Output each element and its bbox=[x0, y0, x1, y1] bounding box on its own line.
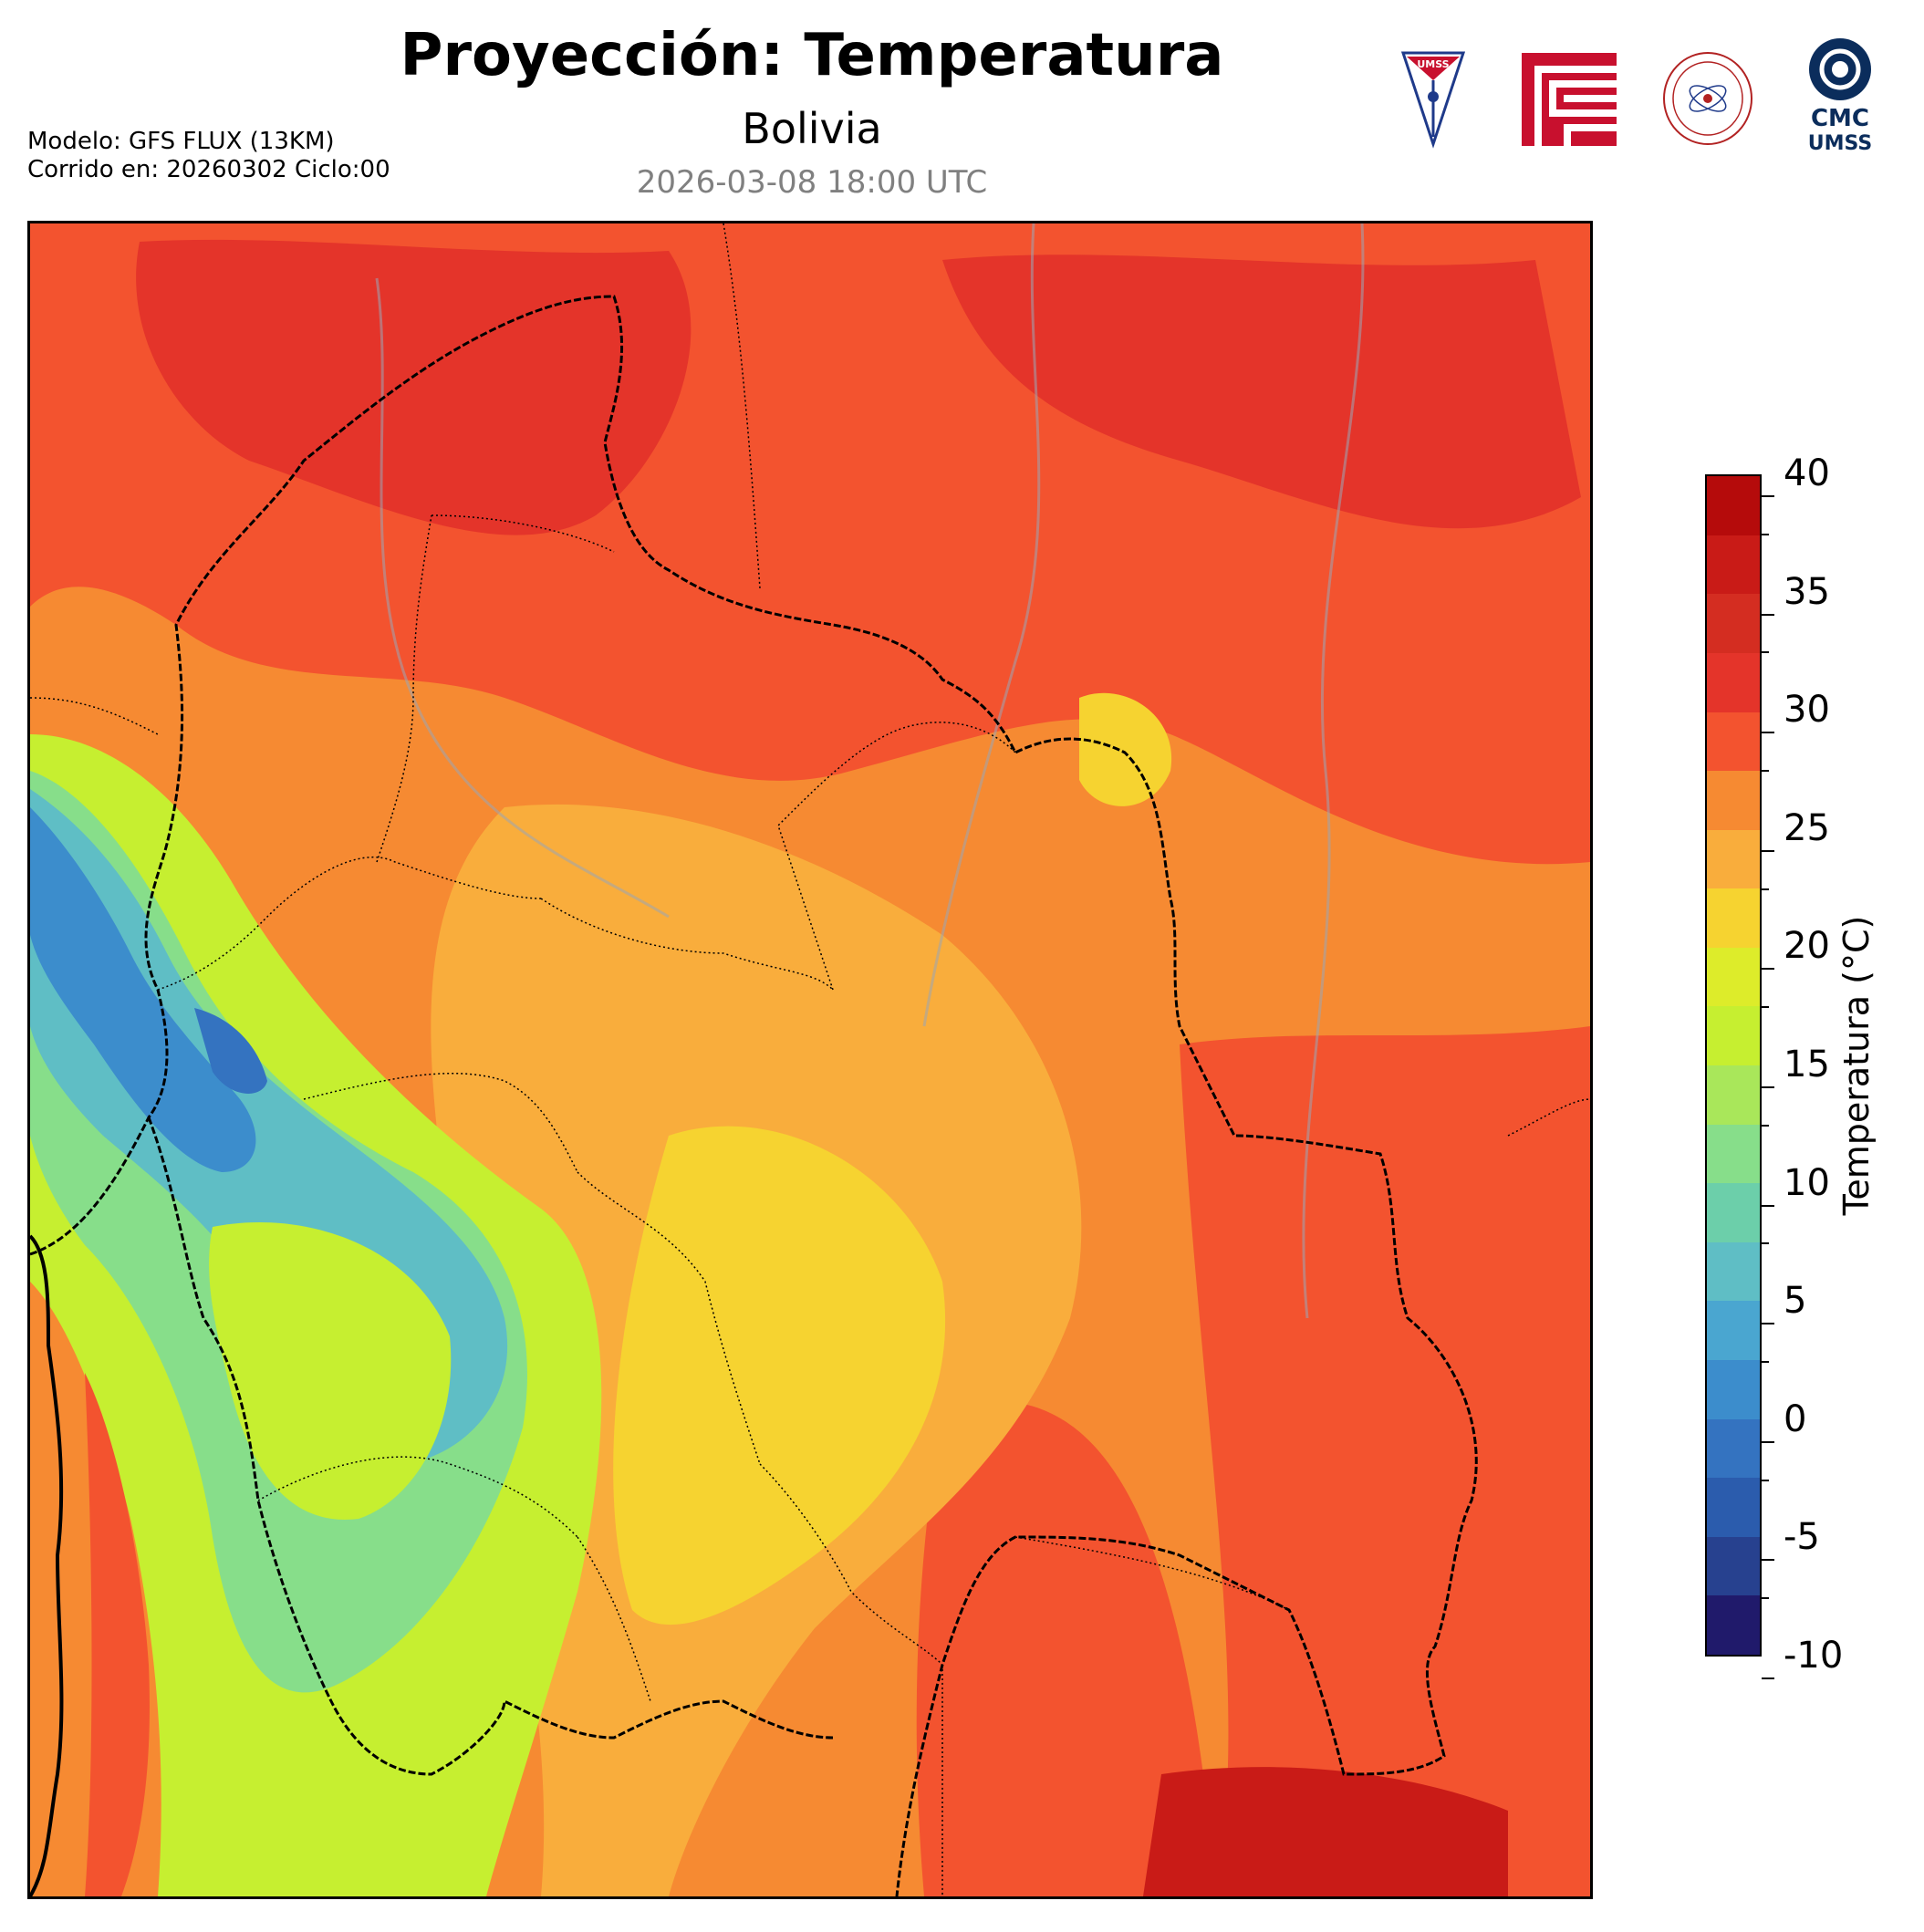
colorbar-segment bbox=[1707, 1536, 1760, 1596]
field-yellow-center bbox=[613, 1126, 946, 1626]
colorbar-minor-tick bbox=[1762, 770, 1769, 772]
colorbar-segment bbox=[1707, 947, 1760, 1007]
cmc-umss-logo: CMC UMSS bbox=[1799, 36, 1881, 157]
dept-la-paz-cocha bbox=[303, 1072, 578, 1173]
coastline bbox=[30, 1234, 64, 1896]
dept-potosi-chuqui bbox=[577, 1536, 651, 1702]
colorbar-minor-tick bbox=[1762, 1479, 1769, 1481]
departamento-fisica-logo bbox=[1659, 47, 1757, 150]
dept-pando-beni bbox=[376, 514, 432, 863]
bolivia-border bbox=[30, 295, 1478, 1896]
field-yellow-spot bbox=[1079, 692, 1172, 806]
brazil-dept-north bbox=[723, 223, 761, 589]
colorbar-tick-label: -10 bbox=[1762, 1635, 1843, 1698]
field-coldest-peak bbox=[194, 1008, 267, 1094]
dept-pando-south bbox=[431, 514, 615, 553]
dept-cocha-santa-cruz bbox=[577, 1171, 761, 1465]
field-hot-coast bbox=[85, 1373, 150, 1896]
colorbar-segment bbox=[1707, 1006, 1760, 1066]
model-line: Modelo: GFS FLUX (13KM) bbox=[27, 128, 335, 155]
colorbar-label: Temperatura (°C) bbox=[1836, 915, 1877, 1216]
dept-santa-cruz-north bbox=[777, 722, 1016, 991]
map-subtitle: Bolivia bbox=[742, 104, 882, 153]
field-hot-south bbox=[916, 1401, 1216, 1896]
dept-chuqui-tarija bbox=[759, 1463, 943, 1666]
colorbar-segment bbox=[1707, 712, 1760, 772]
colorbar-segment bbox=[1707, 535, 1760, 595]
colorbar-segment bbox=[1707, 476, 1760, 535]
colorbar-segment bbox=[1707, 1360, 1760, 1419]
river-mamore bbox=[922, 223, 1041, 1027]
forecast-datetime: 2026-03-08 18:00 UTC bbox=[636, 164, 988, 201]
colorbar-tick-label: 35 bbox=[1762, 571, 1830, 635]
department-boundaries bbox=[30, 223, 1590, 1896]
colorbar-segment bbox=[1707, 888, 1760, 948]
colorbar-tick-label: 40 bbox=[1762, 452, 1830, 516]
colorbar-tick-label: -5 bbox=[1762, 1516, 1820, 1580]
colorbar-segment bbox=[1707, 1418, 1760, 1479]
model-info: Modelo: GFS FLUX (13KM) Corrido en: 2026… bbox=[27, 128, 390, 184]
field-hotter-north bbox=[136, 239, 692, 535]
colorbar-segment bbox=[1707, 594, 1760, 653]
umss-logo: UMSS bbox=[1400, 49, 1466, 150]
colorbar-tick-label: 20 bbox=[1762, 925, 1830, 989]
run-line: Corrido en: 20260302 Ciclo:00 bbox=[27, 156, 390, 183]
colorbar-segment bbox=[1707, 1124, 1760, 1184]
colorbar-segment bbox=[1707, 1065, 1760, 1125]
temperature-field bbox=[30, 223, 1590, 1896]
temperature-map[interactable] bbox=[27, 221, 1593, 1899]
colorbar-minor-tick bbox=[1762, 1242, 1769, 1245]
colorbar-segment bbox=[1707, 1183, 1760, 1242]
paraguay-dept bbox=[1014, 1536, 1290, 1611]
field-hotter-northeast bbox=[942, 254, 1581, 529]
colorbar-segment bbox=[1707, 771, 1760, 830]
colorbar bbox=[1705, 474, 1762, 1657]
peru-dept bbox=[30, 697, 159, 735]
colorbar-tick-label: 10 bbox=[1762, 1162, 1830, 1226]
colorbar-tick-label: 5 bbox=[1762, 1280, 1806, 1344]
colorbar-segment bbox=[1707, 829, 1760, 889]
colorbar-segment bbox=[1707, 652, 1760, 712]
colorbar-minor-tick bbox=[1762, 1597, 1769, 1600]
fcyt-logo bbox=[1522, 53, 1617, 146]
colorbar-tick-label: 15 bbox=[1762, 1044, 1830, 1107]
colorbar-minor-tick bbox=[1762, 888, 1769, 890]
colorbar-tick-label: 25 bbox=[1762, 807, 1830, 871]
colorbar-tick-label: 30 bbox=[1762, 689, 1830, 753]
dept-la-paz-beni bbox=[157, 857, 542, 991]
dept-beni-south bbox=[540, 898, 834, 991]
field-lime-lake bbox=[209, 1222, 452, 1520]
colorbar-segment bbox=[1707, 1301, 1760, 1361]
map-title: Proyección: Temperatura bbox=[400, 22, 1224, 89]
colorbar-segment bbox=[1707, 1241, 1760, 1302]
colorbar-minor-tick bbox=[1762, 1124, 1769, 1127]
field-veryhot-south bbox=[1143, 1767, 1508, 1896]
colorbar-minor-tick bbox=[1762, 1006, 1769, 1009]
colorbar-ticks: 40 35 30 25 20 15 10 5 0 -5 -10 bbox=[1762, 452, 1853, 1679]
field-cold-peaks bbox=[30, 807, 256, 1172]
cmc-logo-line2: UMSS bbox=[1808, 132, 1872, 155]
field-hot-east bbox=[1180, 1026, 1590, 1896]
colorbar-tick-label: 0 bbox=[1762, 1398, 1806, 1462]
colorbar-minor-tick bbox=[1762, 651, 1769, 654]
colorbar-segment bbox=[1707, 1595, 1760, 1655]
cmc-logo-line1: CMC bbox=[1811, 105, 1869, 132]
colorbar-minor-tick bbox=[1762, 1361, 1769, 1363]
colorbar-minor-tick bbox=[1762, 533, 1769, 535]
bolivia-border-south bbox=[147, 1117, 834, 1776]
colorbar-segment bbox=[1707, 1478, 1760, 1537]
umss-logo-text: UMSS bbox=[1417, 58, 1449, 70]
